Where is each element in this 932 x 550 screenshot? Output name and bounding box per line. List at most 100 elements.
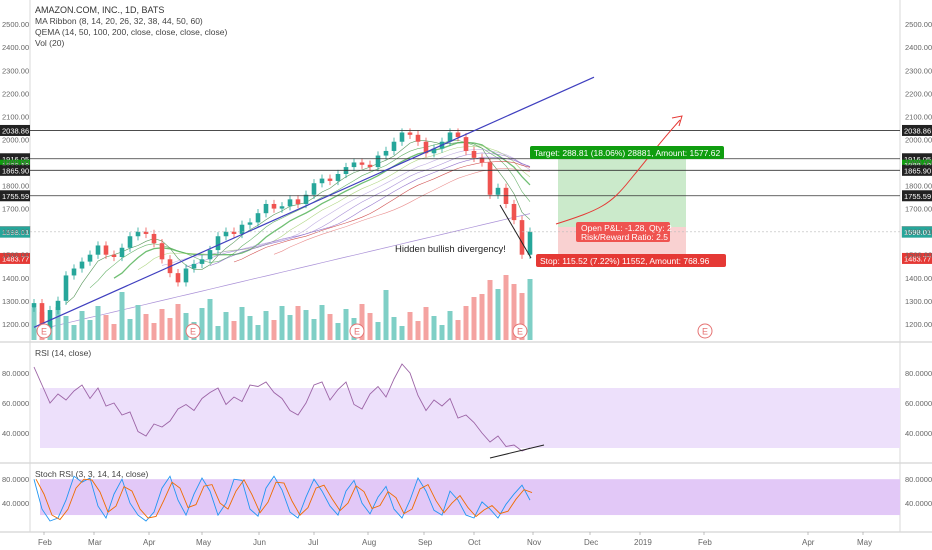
- price-tick-label-right: 2300.00: [905, 66, 932, 75]
- volume-bar: [471, 297, 477, 340]
- price-tick-label-left: 2500.00: [2, 20, 29, 29]
- volume-bar: [295, 306, 301, 340]
- indicator-qema[interactable]: QEMA (14, 50, 100, 200, close, close, cl…: [35, 27, 227, 37]
- divergence-line-rsi[interactable]: [489, 444, 545, 459]
- price-tick-label-left: 1700.00: [2, 205, 29, 214]
- volume-bar: [327, 314, 333, 340]
- candle-body: [287, 199, 293, 207]
- volume-bar: [71, 325, 77, 340]
- volume-bar: [487, 280, 493, 340]
- candle-body: [207, 250, 213, 260]
- earnings-marker[interactable]: E: [36, 323, 52, 339]
- candle-body: [63, 275, 69, 301]
- candle-body: [519, 220, 525, 255]
- volume-bar: [431, 316, 437, 340]
- price-tick-label-left: 1300.00: [2, 297, 29, 306]
- volume-bar: [199, 308, 205, 340]
- divergence-text: Hidden bullish divergency!: [395, 244, 506, 255]
- stoch-pane: 40.0000 40.0000 80.0000 80.0000 Stoch RSI (…: [2, 469, 932, 522]
- rsi-tick-label: 80.0000: [2, 369, 29, 378]
- earnings-marker[interactable]: E: [185, 323, 201, 339]
- level-tag-label: 1916.05: [2, 155, 29, 164]
- candle-body: [135, 231, 141, 237]
- candle-body: [311, 183, 317, 195]
- price-tick-label-left: 1400.00: [2, 274, 29, 283]
- price-tick-label-right: 1200.00: [905, 320, 932, 329]
- volume-bar: [271, 320, 277, 340]
- volume-bar: [415, 321, 421, 340]
- rsi-tick-label: 60.0000: [2, 399, 29, 408]
- level-tag-label: 1916.05: [904, 155, 931, 164]
- candle-body: [391, 141, 397, 151]
- level-tag-label: 1598.01: [2, 228, 29, 237]
- candle-body: [359, 162, 365, 165]
- level-tag-label: 2038.86: [2, 126, 29, 135]
- time-tick-label: Feb: [38, 538, 52, 547]
- indicator-ma-ribbon[interactable]: MA Ribbon (8, 14, 20, 26, 32, 38, 44, 50…: [35, 16, 203, 26]
- volume-bar: [111, 324, 117, 340]
- trendline[interactable]: [33, 76, 595, 328]
- price-tick-label-left: 1800.00: [2, 182, 29, 191]
- volume-bars: [31, 275, 533, 340]
- volume-bar: [63, 316, 69, 340]
- svg-text:E: E: [354, 327, 360, 337]
- candle-body: [351, 162, 357, 168]
- stop-label-text: Stop: 115.52 (7.22%) 11552, Amount: 768.…: [540, 256, 710, 266]
- svg-text:E: E: [702, 327, 708, 337]
- candle-body: [367, 164, 373, 168]
- level-tag: [0, 153, 30, 165]
- time-tick-label: May: [196, 538, 211, 547]
- price-tick-label-left: 2400.00: [2, 43, 29, 52]
- volume-bar: [447, 311, 453, 340]
- candle-body: [127, 236, 133, 248]
- price-tick-label-right: 1900.00: [905, 158, 932, 167]
- forecast-arrow[interactable]: [555, 119, 681, 225]
- risk-reward-text: Risk/Reward Ratio: 2.5: [581, 232, 668, 242]
- rsi-title[interactable]: RSI (14, close): [35, 348, 91, 358]
- ma-line: [65, 139, 531, 304]
- time-tick-label: Aug: [362, 538, 376, 547]
- price-tick-label-right: 1700.00: [905, 205, 932, 214]
- volume-bar: [247, 316, 253, 340]
- earnings-marker[interactable]: E: [349, 323, 365, 339]
- rsi-pane: 40.0000 40.0000 60.0000 60.0000 80.0000 80.00…: [2, 348, 932, 459]
- volume-bar: [151, 323, 157, 340]
- level-tag: [0, 190, 30, 202]
- volume-bar: [311, 319, 317, 340]
- candle-body: [423, 141, 429, 154]
- candle-body: [143, 231, 149, 234]
- rsi-tick-label: 40.0000: [905, 429, 932, 438]
- volume-bar: [495, 289, 501, 340]
- volume-bar: [511, 284, 517, 340]
- volume-bar: [127, 319, 133, 340]
- candle-body: [487, 162, 493, 195]
- volume-bar: [527, 279, 533, 340]
- earnings-marker[interactable]: E: [697, 323, 713, 339]
- candle-body: [159, 243, 165, 260]
- volume-bar: [391, 317, 397, 340]
- candle-body: [383, 150, 389, 156]
- volume-bar: [343, 309, 349, 340]
- grid: [0, 0, 932, 533]
- volume-bar: [135, 305, 141, 340]
- level-tag: [902, 153, 932, 165]
- indicator-volume[interactable]: Vol (20): [35, 38, 64, 48]
- price-tick-label-right: 2400.00: [905, 43, 932, 52]
- candle-body: [183, 268, 189, 283]
- svg-text:E: E: [41, 327, 47, 337]
- stop-label: Stop: 115.52 (7.22%) 11552, Amount: 768.…: [536, 254, 726, 267]
- candle-body: [111, 254, 117, 257]
- volume-bar: [359, 304, 365, 340]
- level-tag: [902, 124, 932, 136]
- candle-body: [399, 132, 405, 142]
- divergence-line-price[interactable]: [499, 204, 532, 259]
- earnings-marker[interactable]: E: [512, 323, 528, 339]
- stoch-title[interactable]: Stoch RSI (3, 3, 14, 14, close): [35, 469, 149, 479]
- time-tick-label: Dec: [584, 538, 598, 547]
- price-tick-label-left: 1600.00: [2, 228, 29, 237]
- position-label: Open P&L: -1.28, Qty: 2 Risk/Reward Rati…: [576, 222, 672, 242]
- volume-bar: [463, 306, 469, 340]
- price-tick-label-right: 1300.00: [905, 297, 932, 306]
- level-tag-label: 1865.90: [2, 166, 29, 175]
